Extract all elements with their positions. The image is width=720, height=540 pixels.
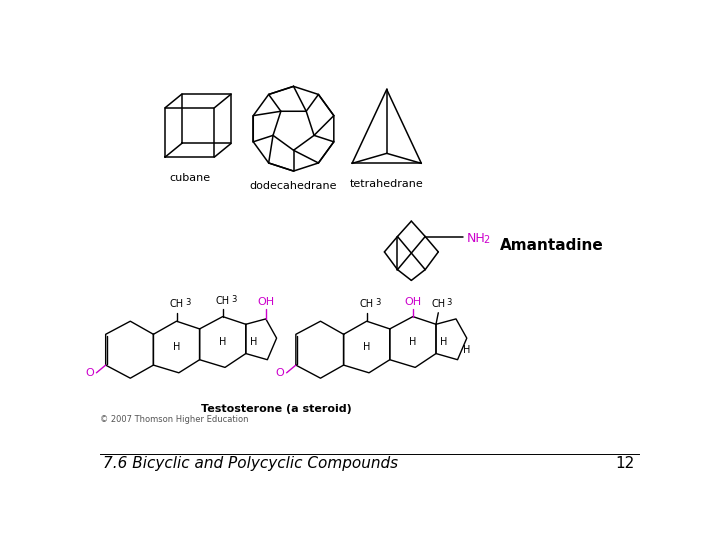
Text: CH: CH: [215, 296, 230, 306]
Text: tetrahedrane: tetrahedrane: [350, 179, 423, 189]
Text: dodecahedrane: dodecahedrane: [250, 181, 337, 191]
Text: cubane: cubane: [169, 173, 210, 183]
Text: 3: 3: [231, 295, 237, 304]
Text: H: H: [440, 337, 447, 347]
Text: H: H: [250, 337, 257, 347]
Text: H: H: [409, 337, 417, 347]
Text: 3: 3: [185, 298, 190, 307]
Text: Amantadine: Amantadine: [500, 238, 603, 253]
Text: CH: CH: [169, 299, 184, 309]
Text: OH: OH: [257, 298, 274, 307]
Text: © 2007 Thomson Higher Education: © 2007 Thomson Higher Education: [99, 415, 248, 424]
Text: 2: 2: [483, 235, 489, 245]
Text: H: H: [219, 337, 226, 347]
Text: NH: NH: [467, 232, 485, 245]
Text: 12: 12: [616, 456, 634, 471]
Text: CH: CH: [359, 299, 374, 309]
Text: H: H: [363, 342, 370, 353]
Text: H: H: [463, 345, 470, 355]
Text: 3: 3: [447, 298, 452, 307]
Text: Testosterone (a steroid): Testosterone (a steroid): [201, 403, 352, 414]
Text: 7.6 Bicyclic and Polycyclic Compounds: 7.6 Bicyclic and Polycyclic Compounds: [104, 456, 398, 471]
Text: H: H: [173, 342, 180, 353]
Text: O: O: [86, 368, 94, 378]
Text: O: O: [276, 368, 284, 378]
Text: CH: CH: [431, 299, 446, 309]
Text: 3: 3: [375, 298, 381, 307]
Text: OH: OH: [405, 298, 421, 307]
